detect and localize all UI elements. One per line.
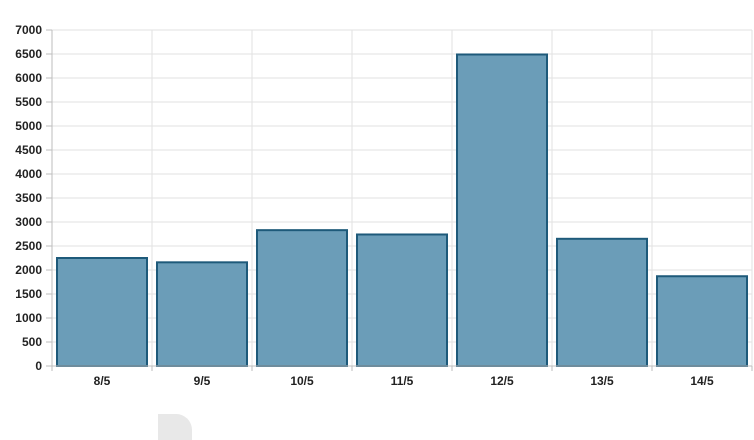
x-tick-label: 13/5 xyxy=(590,374,614,388)
x-tick-label: 12/5 xyxy=(490,374,514,388)
y-tick-label: 0 xyxy=(35,359,42,373)
y-tick-label: 5500 xyxy=(15,95,42,109)
y-tick-label: 2500 xyxy=(15,239,42,253)
y-tick-label: 500 xyxy=(22,335,42,349)
x-tick-label: 9/5 xyxy=(194,374,211,388)
y-tick-label: 2000 xyxy=(15,263,42,277)
bar-9-5[interactable] xyxy=(156,261,248,368)
y-tick-label: 1000 xyxy=(15,311,42,325)
bar-11-5[interactable] xyxy=(356,233,448,367)
bar-12-5[interactable] xyxy=(456,53,548,367)
x-tick-label: 11/5 xyxy=(391,374,414,388)
x-tick-label: 10/5 xyxy=(290,374,314,388)
y-axis-tick-labels: 0 500 1000 1500 2000 2500 3000 3500 4000 4500 5000… xyxy=(15,23,42,373)
y-tick-label: 7000 xyxy=(15,23,42,37)
bar-14-5[interactable] xyxy=(656,275,748,367)
y-tick-label: 5000 xyxy=(15,119,42,133)
y-tick-label: 3500 xyxy=(15,191,42,205)
x-tick-label: 14/5 xyxy=(690,374,714,388)
x-tick-label: 8/5 xyxy=(94,374,111,388)
y-tick-label: 6500 xyxy=(15,47,42,61)
bar-10-5[interactable] xyxy=(256,229,348,367)
x-axis-tick-labels: 8/5 9/5 10/5 11/5 12/5 13/5 14/5 xyxy=(94,374,714,388)
y-tick-label: 6000 xyxy=(15,71,42,85)
y-tick-label: 3000 xyxy=(15,215,42,229)
y-tick-label: 1500 xyxy=(15,287,42,301)
partial-logo-shape xyxy=(158,414,192,440)
bar-chart: 0 500 1000 1500 2000 2500 3000 3500 4000 4500 5000… xyxy=(15,23,753,388)
bars xyxy=(56,53,748,368)
bar-8-5[interactable] xyxy=(56,257,148,367)
bar-13-5[interactable] xyxy=(556,237,648,367)
y-tick-label: 4500 xyxy=(15,143,42,157)
y-tick-label: 4000 xyxy=(15,167,42,181)
grid-lines xyxy=(51,29,753,367)
axes xyxy=(46,29,753,371)
